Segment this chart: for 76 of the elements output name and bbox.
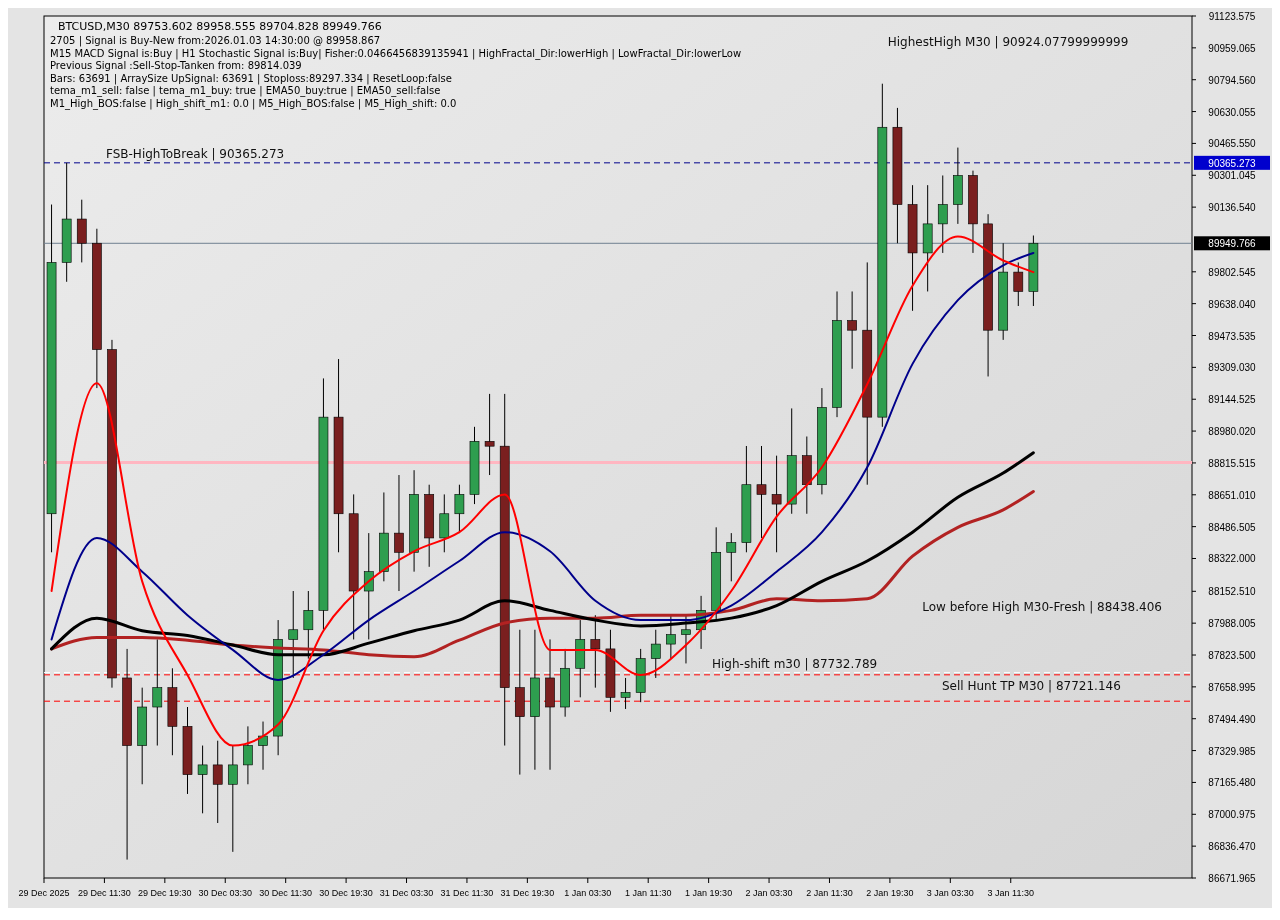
x-tick-label: 31 Dec 19:30 [500, 888, 555, 898]
annotation: Low before High M30-Fresh | 88438.406 [922, 599, 1162, 614]
candlestick [1013, 261, 1024, 307]
y-tick-label: 90959.065 [1208, 42, 1257, 54]
x-tick-label: 29 Dec 2025 [18, 888, 70, 898]
x-tick-label: 3 Jan 03:30 [926, 888, 974, 898]
y-tick-label: 89802.545 [1208, 266, 1257, 278]
y-tick-label: 87165.480 [1208, 777, 1257, 789]
candlestick [197, 745, 208, 814]
y-tick-label: 90465.550 [1208, 138, 1257, 150]
y-tick-label: 88651.010 [1208, 489, 1257, 501]
y-tick-label: 87658.995 [1208, 681, 1257, 693]
y-tick-label: 88815.515 [1208, 457, 1257, 469]
y-tick-label: 88152.510 [1208, 586, 1257, 598]
x-tick-label: 2 Jan 03:30 [745, 888, 793, 898]
y-tick-label: 90136.540 [1208, 202, 1257, 214]
y-tick-label: 90301.045 [1208, 170, 1257, 182]
y-tick-label: 89144.525 [1208, 394, 1257, 406]
annotation: tema_m1_sell: false | tema_m1_buy: true | EMA50_buy:true | EMA50_sell:false [50, 85, 441, 97]
text: 89949.766 [1208, 238, 1257, 250]
x-tick-label: 2 Jan 19:30 [866, 888, 914, 898]
y-tick-label: 86836.470 [1208, 841, 1257, 853]
x-tick-label: 2 Jan 11:30 [806, 888, 853, 898]
y-tick-label: 87329.985 [1208, 745, 1257, 757]
candlestick [726, 532, 737, 582]
x-tick-label: 1 Jan 19:30 [685, 888, 733, 898]
y-tick-label: 90794.560 [1208, 74, 1257, 86]
y-tick-label: 87494.490 [1208, 713, 1257, 725]
candlestick [152, 638, 163, 747]
y-tick-label: 87988.005 [1208, 618, 1257, 630]
candlestick [650, 629, 661, 679]
y-tick-label: 89309.030 [1208, 362, 1257, 374]
chart-title: BTCUSD,M30 89753.602 89958.555 89704.828 89949.766 [58, 20, 382, 33]
x-tick-label: 1 Jan 11:30 [625, 888, 672, 898]
x-tick-label: 29 Dec 11:30 [77, 888, 131, 898]
ref-line-label: High-shift m30 | 87732.789 [712, 656, 878, 671]
annotation: M1_High_BOS:false | High_shift_m1: 0.0 | M5_High_BOS:false | M5_High_shift: 0.0 [50, 97, 457, 110]
y-tick-label: 91123.575 [1208, 11, 1256, 22]
candlestick [212, 740, 223, 824]
annotation: M15 MACD Signal is:Buy | H1 Stochastic Signal is:Buy| Fisher:0.0466456839135941 | HighFractal_Dir:lowerHigh | LowFractal_Dir:lowerLow [50, 47, 742, 60]
candlestick [227, 745, 238, 853]
candlestick [258, 721, 268, 771]
y-tick-label: 89638.040 [1208, 298, 1257, 310]
candlestick [363, 532, 374, 640]
candlestick [620, 677, 631, 710]
y-tick-label: 89473.535 [1208, 330, 1257, 342]
y-tick-label: 90630.055 [1208, 106, 1257, 118]
x-tick-label: 30 Dec 11:30 [259, 888, 313, 898]
x-tick-label: 30 Dec 19:30 [319, 888, 373, 898]
x-tick-label: 1 Jan 03:30 [564, 888, 612, 898]
annotation: HighestHigh M30 | 90924.07799999999 [887, 35, 1129, 49]
y-tick-label: 87000.975 [1208, 809, 1257, 821]
annotation: 2705 | Signal is Buy-New from:2026.01.03 14:30:00 @ 89958.867 [50, 35, 381, 47]
x-tick-label: 29 Dec 19:30 [138, 888, 192, 898]
y-tick-label: 87823.500 [1208, 650, 1257, 662]
annotation: Previous Signal :Sell-Stop-Tanken from: 89814.039 [50, 60, 302, 71]
y-tick-label: 86671.965 [1208, 873, 1257, 884]
ref-line-label: Sell Hunt TP M30 | 87721.146 [942, 678, 1121, 693]
x-tick-label: 3 Jan 11:30 [987, 888, 1034, 898]
x-tick-label: 31 Dec 03:30 [379, 888, 434, 898]
candlestick [756, 445, 767, 539]
ref-line-label: FSB-HighToBreak | 90365.273 [106, 146, 285, 161]
y-tick-label: 88486.505 [1208, 521, 1257, 533]
text: 90365.273 [1208, 157, 1257, 169]
candlestick [847, 290, 857, 370]
y-tick-label: 88980.020 [1208, 426, 1257, 438]
candlestick [454, 484, 465, 534]
candlestick [243, 725, 253, 785]
x-tick-label: 31 Dec 11:30 [440, 888, 494, 898]
candlestick [937, 174, 948, 254]
y-tick-label: 88322.000 [1208, 553, 1257, 565]
candlestick [484, 393, 495, 476]
annotation: Bars: 63691 | ArraySize UpSignal: 63691 | Stoploss:89297.334 | ResetLoop:false [50, 72, 452, 85]
x-tick-label: 30 Dec 03:30 [198, 888, 253, 898]
candlestick [394, 474, 404, 592]
candlestick [771, 455, 782, 553]
